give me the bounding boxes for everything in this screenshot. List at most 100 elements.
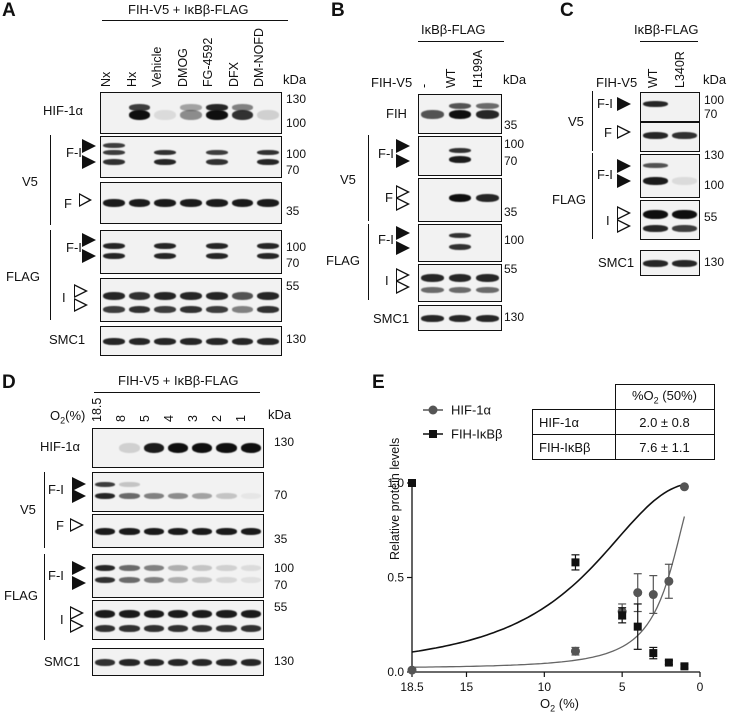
blot-band xyxy=(672,132,697,140)
blot-band xyxy=(192,610,213,619)
data-point-hif1a xyxy=(570,646,580,656)
blot-band xyxy=(672,224,697,232)
blot-band xyxy=(448,287,472,294)
blot-band xyxy=(192,624,213,632)
blot-band xyxy=(231,103,254,111)
kda-label: kDa xyxy=(283,72,307,87)
blot-band xyxy=(205,149,228,155)
panel-header: FIH-V5 + IκBβ-FLAG xyxy=(128,2,249,17)
row-label-hif1a: HIF-1α xyxy=(40,439,81,454)
marker: 35 xyxy=(286,204,300,218)
blot-band xyxy=(448,273,472,282)
blot-flag-fi xyxy=(640,154,700,198)
marker: 130 xyxy=(286,332,307,346)
blot-band xyxy=(231,305,254,313)
blot-band xyxy=(128,103,151,111)
blot-band xyxy=(257,337,279,345)
blot-band xyxy=(421,314,445,322)
marker: 70 xyxy=(274,578,288,592)
open-arrowhead-inner xyxy=(618,221,628,231)
row-label-hif1a: HIF-1α xyxy=(43,103,84,118)
blot-band xyxy=(257,305,279,313)
blot-v5-f xyxy=(100,182,282,224)
kda-label: kDa xyxy=(503,72,527,87)
blot-v5-f xyxy=(92,514,264,548)
blot-flag-i xyxy=(92,600,264,640)
blot-band xyxy=(643,163,668,168)
x-tick-label: 0 xyxy=(697,680,704,694)
x-tick-label: 10 xyxy=(538,680,552,694)
blot-band xyxy=(421,109,445,119)
row-label-f: F xyxy=(56,518,64,533)
blot-band xyxy=(119,624,140,632)
blot-band xyxy=(154,199,177,207)
marker: 130 xyxy=(274,654,295,668)
blot-band xyxy=(103,305,125,313)
blot-band xyxy=(154,305,177,313)
filled-arrowhead-icon xyxy=(396,139,410,153)
x-tick-label: 15 xyxy=(460,680,474,694)
blot-band xyxy=(448,156,472,164)
row-label-f-i: F-I xyxy=(66,240,82,255)
blot-band xyxy=(128,199,151,207)
blot-band xyxy=(154,242,177,249)
marker: 55 xyxy=(274,600,288,614)
filled-arrowhead-icon xyxy=(82,155,96,169)
marker: 130 xyxy=(286,92,307,106)
blot-band xyxy=(167,610,189,619)
blot-band xyxy=(167,577,189,584)
blot-band xyxy=(103,149,125,155)
blot-band xyxy=(128,291,151,300)
legend-marker xyxy=(429,430,437,438)
marker: 100 xyxy=(286,240,307,254)
row-label-f-i: F-I xyxy=(378,146,394,161)
row-label-smc1: SMC1 xyxy=(49,332,86,347)
group-bracket xyxy=(44,472,46,548)
blot-band xyxy=(205,337,228,345)
blot-band xyxy=(103,291,125,300)
blot-band xyxy=(216,564,237,571)
marker: 35 xyxy=(274,532,288,546)
blot-band xyxy=(257,110,279,120)
row-label-f: F xyxy=(64,196,72,211)
header-line xyxy=(94,392,260,394)
blot-band xyxy=(257,291,279,300)
blot-band xyxy=(448,233,472,239)
blot-band xyxy=(143,658,164,666)
blot-band xyxy=(205,291,228,300)
blot-band xyxy=(154,337,177,345)
filled-arrowhead-icon xyxy=(82,139,96,153)
blot-band xyxy=(475,193,499,202)
blot-band xyxy=(240,610,262,619)
marker: 130 xyxy=(704,255,725,269)
blot-band xyxy=(475,109,499,119)
y-tick-label: 0.5 xyxy=(387,571,404,585)
open-arrowhead-inner xyxy=(75,286,85,296)
blot-band xyxy=(103,199,125,207)
blot-band xyxy=(180,110,202,120)
row-label-smc1: SMC1 xyxy=(44,654,81,669)
blot-band xyxy=(167,527,189,535)
marker: 130 xyxy=(274,435,295,449)
header-line xyxy=(418,41,504,43)
blot-band xyxy=(167,658,189,666)
marker: 130 xyxy=(504,310,525,324)
marker: 130 xyxy=(704,148,725,162)
blot-band xyxy=(216,527,237,535)
blot-band xyxy=(180,305,202,313)
filled-arrowhead-icon xyxy=(82,249,96,263)
marker: 70 xyxy=(286,256,300,270)
blot-band xyxy=(94,610,116,619)
blot-band xyxy=(192,527,213,535)
blot-band xyxy=(205,158,228,165)
row-label-i: I xyxy=(606,213,610,228)
blot-band xyxy=(143,527,164,535)
blot-band xyxy=(143,492,164,499)
marker: 55 xyxy=(286,279,300,293)
y-tick-label: 1.0 xyxy=(387,476,404,490)
x-tick-label: 5 xyxy=(619,680,626,694)
blot-band xyxy=(240,624,262,632)
x-axis-label: O2 (%) xyxy=(540,696,579,714)
blot-band xyxy=(257,242,279,249)
blot-band xyxy=(143,564,164,571)
